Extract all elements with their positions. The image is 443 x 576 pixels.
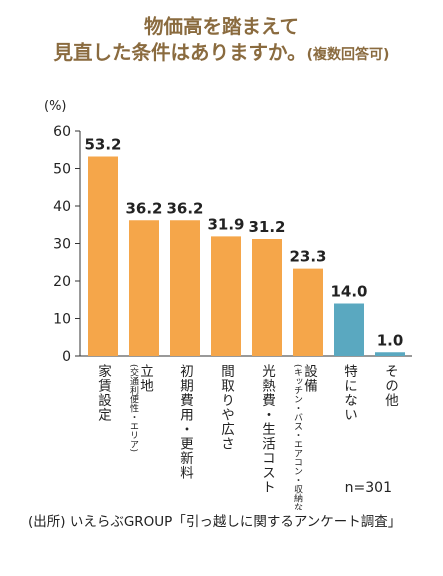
- sample-size-label: n=301: [345, 480, 392, 496]
- category-label: 家賃設定: [95, 363, 112, 423]
- category-label: その他: [382, 364, 399, 408]
- chart-title-line2-main: 見直した条件はありますか。: [53, 41, 307, 64]
- bar-value-label: 53.2: [84, 136, 121, 154]
- category-label: 初期費用・更新料: [177, 363, 194, 480]
- bar: [88, 156, 118, 356]
- category-label: 設備: [301, 364, 318, 393]
- bar: [211, 236, 241, 356]
- chart-title: 物価高を踏まえて 見直した条件はありますか。(複数回答可): [0, 14, 443, 68]
- bar-value-label: 1.0: [377, 331, 404, 349]
- y-tick-label: 60: [53, 124, 71, 140]
- category-label: 特にない: [341, 364, 358, 422]
- bar-value-label: 23.3: [289, 248, 326, 266]
- bar: [293, 268, 323, 356]
- y-tick-label: 0: [62, 349, 71, 365]
- category-sublabel: (交通利便性・エリア): [128, 364, 139, 452]
- chart-title-line2: 見直した条件はありますか。(複数回答可): [0, 40, 443, 68]
- category-label: 立地: [137, 364, 154, 393]
- bar-value-label: 14.0: [330, 283, 367, 301]
- category-label: 間取りや広さ: [218, 364, 235, 451]
- chart-title-line1: 物価高を踏まえて: [143, 15, 300, 38]
- bar-value-label: 36.2: [166, 199, 203, 217]
- bar-value-label: 36.2: [125, 199, 162, 217]
- y-tick-label: 20: [53, 274, 71, 290]
- y-tick-label: 50: [53, 162, 71, 178]
- bar-value-label: 31.2: [248, 218, 285, 236]
- bar: [334, 303, 364, 356]
- chart-title-note: (複数回答可): [306, 47, 390, 63]
- bar: [129, 220, 159, 356]
- y-axis-unit: (%): [44, 99, 67, 114]
- y-tick-label: 40: [53, 199, 71, 215]
- bar: [170, 220, 200, 356]
- category-label: 光熱費・生活コスト: [259, 364, 276, 495]
- y-tick-label: 30: [53, 237, 71, 253]
- bar: [375, 352, 405, 356]
- bar-chart: (%) 0 10 20 30 40 50 60 53.2 家賃設定 36.2 立地(交通利便性・エリア…: [44, 99, 412, 510]
- bar: [252, 239, 282, 356]
- category-sublabel: (キッチン・バス・エアコン・収納など): [292, 364, 303, 510]
- bar-value-label: 31.9: [207, 215, 244, 233]
- y-tick-label: 10: [53, 312, 71, 328]
- source-note: (出所) いえらぶGROUP「引っ越しに関するアンケート調査」: [28, 514, 402, 530]
